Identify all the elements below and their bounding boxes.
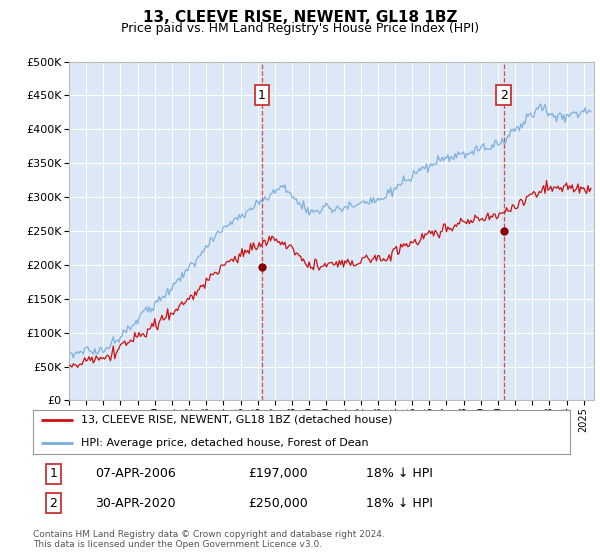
Text: 13, CLEEVE RISE, NEWENT, GL18 1BZ (detached house): 13, CLEEVE RISE, NEWENT, GL18 1BZ (detac… bbox=[82, 414, 393, 424]
Text: 13, CLEEVE RISE, NEWENT, GL18 1BZ: 13, CLEEVE RISE, NEWENT, GL18 1BZ bbox=[143, 10, 457, 25]
Text: 2: 2 bbox=[500, 89, 508, 102]
Text: £197,000: £197,000 bbox=[248, 467, 307, 480]
Text: 18% ↓ HPI: 18% ↓ HPI bbox=[366, 497, 433, 510]
Text: Contains HM Land Registry data © Crown copyright and database right 2024.: Contains HM Land Registry data © Crown c… bbox=[33, 530, 385, 539]
Text: 07-APR-2006: 07-APR-2006 bbox=[95, 467, 176, 480]
Text: Price paid vs. HM Land Registry's House Price Index (HPI): Price paid vs. HM Land Registry's House … bbox=[121, 22, 479, 35]
Text: £250,000: £250,000 bbox=[248, 497, 308, 510]
Text: 18% ↓ HPI: 18% ↓ HPI bbox=[366, 467, 433, 480]
Text: 30-APR-2020: 30-APR-2020 bbox=[95, 497, 175, 510]
Text: 1: 1 bbox=[49, 467, 58, 480]
Text: This data is licensed under the Open Government Licence v3.0.: This data is licensed under the Open Gov… bbox=[33, 540, 322, 549]
Text: 2: 2 bbox=[49, 497, 58, 510]
Text: 1: 1 bbox=[258, 89, 266, 102]
Text: HPI: Average price, detached house, Forest of Dean: HPI: Average price, detached house, Fore… bbox=[82, 438, 369, 448]
